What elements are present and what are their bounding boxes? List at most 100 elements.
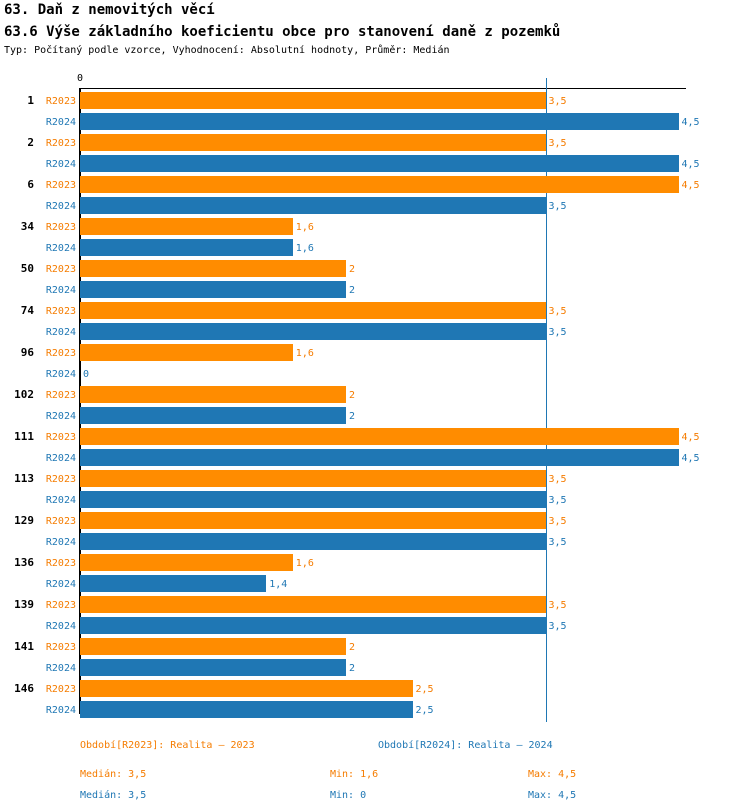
bar-r2024-139[interactable] — [80, 617, 546, 634]
legend-entry-r2023: Období[R2023]: Realita – 2023 — [80, 740, 255, 751]
series-label-r2023: R2023 — [45, 516, 76, 527]
row-category-label: 102 — [14, 388, 34, 401]
series-label-r2024: R2024 — [45, 201, 76, 212]
bar-value-r2024-136: 1,4 — [269, 579, 288, 590]
row-category-label: 96 — [20, 346, 34, 359]
series-label-r2023: R2023 — [45, 558, 76, 569]
bar-value-r2023-74: 3,5 — [548, 306, 567, 317]
median-reference-line — [545, 78, 547, 722]
row-category-label: 111 — [14, 430, 34, 443]
row-category-label: 129 — [14, 514, 34, 527]
row-category-label: 136 — [14, 556, 34, 569]
row-category-label: 2 — [27, 136, 34, 149]
bar-value-r2023-6: 4,5 — [681, 180, 700, 191]
bar-r2023-74[interactable] — [80, 302, 546, 319]
bar-r2023-34[interactable] — [80, 218, 293, 235]
bar-value-r2023-129: 3,5 — [548, 516, 567, 527]
stat-min-r2023: Min: 1,6 — [330, 769, 379, 780]
bar-value-r2024-139: 3,5 — [548, 621, 567, 632]
bar-r2024-1[interactable] — [80, 113, 679, 130]
series-label-r2024: R2024 — [45, 663, 76, 674]
bar-value-r2023-113: 3,5 — [548, 474, 567, 485]
bar-r2023-102[interactable] — [80, 386, 346, 403]
row-category-label: 74 — [20, 304, 34, 317]
row-category-label: 6 — [27, 178, 34, 191]
bar-value-r2024-50: 2 — [349, 285, 356, 296]
bar-r2024-146[interactable] — [80, 701, 413, 718]
series-label-r2024: R2024 — [45, 579, 76, 590]
bar-r2023-146[interactable] — [80, 680, 413, 697]
series-label-r2024: R2024 — [45, 327, 76, 338]
series-label-r2024: R2024 — [45, 411, 76, 422]
series-label-r2023: R2023 — [45, 264, 76, 275]
row-category-label: 146 — [14, 682, 34, 695]
bar-value-r2024-6: 3,5 — [548, 201, 567, 212]
bar-r2023-2[interactable] — [80, 134, 546, 151]
bar-r2024-141[interactable] — [80, 659, 346, 676]
bar-r2024-6[interactable] — [80, 197, 546, 214]
series-label-r2024: R2024 — [45, 117, 76, 128]
bar-r2023-111[interactable] — [80, 428, 679, 445]
bar-value-r2023-34: 1,6 — [295, 222, 314, 233]
bar-r2024-74[interactable] — [80, 323, 546, 340]
bar-r2023-141[interactable] — [80, 638, 346, 655]
bar-r2024-136[interactable] — [80, 575, 267, 592]
bar-r2023-136[interactable] — [80, 554, 293, 571]
chart-title: 63.6 Výše základního koeficientu obce pr… — [4, 24, 561, 40]
bar-value-r2023-1: 3,5 — [548, 96, 567, 107]
series-label-r2023: R2023 — [45, 306, 76, 317]
bar-value-r2023-2: 3,5 — [548, 138, 567, 149]
bar-r2023-6[interactable] — [80, 176, 679, 193]
series-label-r2024: R2024 — [45, 369, 76, 380]
bar-value-r2023-139: 3,5 — [548, 600, 567, 611]
bar-value-r2024-74: 3,5 — [548, 327, 567, 338]
row-category-label: 139 — [14, 598, 34, 611]
bar-value-r2023-141: 2 — [349, 642, 356, 653]
stat-max-r2023: Max: 4,5 — [528, 769, 577, 780]
series-label-r2023: R2023 — [45, 684, 76, 695]
bar-value-r2024-111: 4,5 — [681, 453, 700, 464]
bar-value-r2024-113: 3,5 — [548, 495, 567, 506]
series-label-r2023: R2023 — [45, 642, 76, 653]
series-label-r2023: R2023 — [45, 390, 76, 401]
bar-value-r2023-146: 2,5 — [415, 684, 434, 695]
series-label-r2023: R2023 — [45, 96, 76, 107]
bar-r2023-113[interactable] — [80, 470, 546, 487]
bar-value-r2024-1: 4,5 — [681, 117, 700, 128]
series-label-r2023: R2023 — [45, 600, 76, 611]
series-label-r2023: R2023 — [45, 222, 76, 233]
bar-r2024-129[interactable] — [80, 533, 546, 550]
bar-value-r2023-111: 4,5 — [681, 432, 700, 443]
bar-r2024-34[interactable] — [80, 239, 293, 256]
bar-r2024-111[interactable] — [80, 449, 679, 466]
series-label-r2024: R2024 — [45, 159, 76, 170]
bar-r2023-50[interactable] — [80, 260, 346, 277]
bar-value-r2023-50: 2 — [349, 264, 356, 275]
axis-zero-tick-label: 0 — [77, 73, 84, 84]
series-label-r2023: R2023 — [45, 180, 76, 191]
stat-max-r2024: Max: 4,5 — [528, 790, 577, 801]
series-label-r2024: R2024 — [45, 243, 76, 254]
series-label-r2023: R2023 — [45, 432, 76, 443]
bar-r2023-96[interactable] — [80, 344, 293, 361]
series-label-r2024: R2024 — [45, 495, 76, 506]
bar-r2024-102[interactable] — [80, 407, 346, 424]
series-label-r2023: R2023 — [45, 474, 76, 485]
bar-value-r2024-34: 1,6 — [295, 243, 314, 254]
bar-r2023-139[interactable] — [80, 596, 546, 613]
bar-r2023-1[interactable] — [80, 92, 546, 109]
x-axis-line — [80, 88, 687, 89]
bar-r2024-50[interactable] — [80, 281, 346, 298]
row-category-label: 1 — [27, 94, 34, 107]
bar-value-r2024-102: 2 — [349, 411, 356, 422]
bar-r2024-2[interactable] — [80, 155, 679, 172]
bar-r2024-113[interactable] — [80, 491, 546, 508]
bar-r2023-129[interactable] — [80, 512, 546, 529]
row-category-label: 141 — [14, 640, 34, 653]
bar-value-r2024-96: 0 — [83, 369, 90, 380]
stat-median-r2023: Medián: 3,5 — [80, 769, 147, 780]
stat-median-r2024: Medián: 3,5 — [80, 790, 147, 801]
bar-value-r2023-96: 1,6 — [295, 348, 314, 359]
series-label-r2024: R2024 — [45, 705, 76, 716]
